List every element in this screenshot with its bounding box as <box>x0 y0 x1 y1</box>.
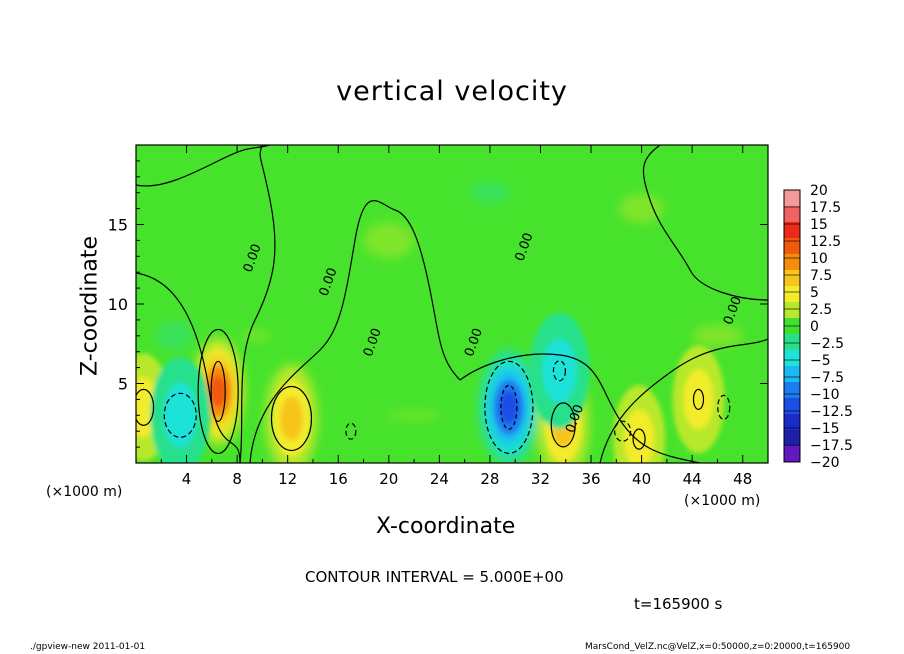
contour-interval: CONTOUR INTERVAL = 5.000E+00 <box>305 568 564 586</box>
colorbar-label: 12.5 <box>810 234 841 250</box>
contour-line-positive <box>197 328 239 455</box>
updraft-core <box>624 409 655 463</box>
colorbar-label: −7.5 <box>810 370 844 386</box>
field-region <box>619 193 664 224</box>
y-tick-label: 15 <box>108 216 128 235</box>
x-tick-label: 12 <box>278 470 297 488</box>
contour-line <box>249 200 461 463</box>
x-axis: 4 8 12 16 20 24 28 32 36 40 44 48 <box>160 145 752 488</box>
colorbar-swatch <box>784 414 800 431</box>
contour-line-positive <box>550 402 576 448</box>
footer-command: ./gpview-new 2011-01-01 <box>30 642 146 652</box>
colorbar-label: 7.5 <box>810 268 832 284</box>
contour-line <box>136 145 271 187</box>
y-axis-label: Z-coordinate <box>77 236 103 376</box>
x-tick-label: 16 <box>329 470 348 488</box>
colorbar-label: −2.5 <box>810 336 844 352</box>
colorbar-label: 2.5 <box>810 302 832 318</box>
x-tick-label: 24 <box>430 470 449 488</box>
x-tick-label: 44 <box>683 470 702 488</box>
x-tick-label: 4 <box>182 470 192 488</box>
colorbar-label: 15 <box>810 217 828 233</box>
colorbar-swatch <box>784 222 800 239</box>
contour-line-positive <box>692 388 705 410</box>
x-axis-unit: (×1000 m) <box>684 493 761 509</box>
y-axis-unit: (×1000 m) <box>46 484 123 500</box>
x-tick-label: 40 <box>632 470 651 488</box>
contour-line-negative <box>484 360 534 454</box>
field-region <box>692 324 743 347</box>
contour-line <box>459 353 701 463</box>
x-tick-label: 28 <box>480 470 499 488</box>
colorbar-swatch <box>784 206 800 223</box>
contour-line <box>599 335 768 463</box>
updraft-core <box>280 396 303 441</box>
colorbar-swatch <box>784 302 800 319</box>
field-region <box>469 181 510 204</box>
colorbar-swatch <box>784 334 800 351</box>
x-tick-label: 32 <box>531 470 550 488</box>
colorbar-swatch <box>784 190 800 207</box>
contour-line-negative <box>614 420 632 442</box>
colorbar-swatch <box>784 286 800 303</box>
time-label: t=165900 s <box>634 595 723 613</box>
downdraft-core <box>163 383 198 448</box>
contour-line-negative <box>163 392 197 438</box>
downdraft-core <box>542 338 577 403</box>
colorbar-swatch <box>784 430 800 447</box>
colorbar-swatch <box>784 446 800 463</box>
field-region <box>363 222 414 259</box>
field-region <box>386 412 443 419</box>
y-tick-label: 5 <box>118 375 128 394</box>
x-tick-label: 36 <box>581 470 600 488</box>
contour-line-positive <box>632 428 646 450</box>
colorbar-label: −20 <box>810 455 840 471</box>
updraft-core <box>683 369 714 430</box>
field-region <box>240 331 273 340</box>
chart-title: vertical velocity <box>336 76 568 107</box>
colorbar-label: 5 <box>810 285 819 301</box>
x-tick-label: 8 <box>232 470 242 488</box>
x-axis-label: X-coordinate <box>376 514 516 539</box>
colorbar-swatch <box>784 270 800 287</box>
colorbar-label: −12.5 <box>810 404 853 420</box>
colorbar-swatch <box>784 350 800 367</box>
contour-line-positive <box>136 388 155 426</box>
colorbar-swatch <box>784 254 800 271</box>
contour-line-positive <box>210 360 226 423</box>
downdraft-core <box>499 390 519 424</box>
contour-line-negative <box>717 394 731 420</box>
colorbar-swatch <box>784 382 800 399</box>
colorbar-label: −15 <box>810 421 840 437</box>
colorbar-label: −5 <box>810 353 831 369</box>
updraft-core <box>209 375 227 408</box>
x-tick-label: 20 <box>379 470 398 488</box>
colorbar: 2017.51512.5107.552.50−2.5−5−7.5−10−12.5… <box>783 183 853 471</box>
colorbar-label: −17.5 <box>810 438 853 454</box>
contour-line-negative <box>552 360 567 382</box>
contour-line-positive <box>270 385 313 452</box>
footer-source: MarsCond_VelZ.nc@VelZ,x=0:50000,z=0:2000… <box>585 642 851 652</box>
contour-line-negative <box>500 384 518 430</box>
colorbar-label: −10 <box>810 387 840 403</box>
x-tick-label: 48 <box>733 470 752 488</box>
y-axis: 5 10 15 <box>108 160 768 448</box>
contour-line <box>136 272 241 463</box>
colorbar-label: 17.5 <box>810 200 841 216</box>
colorbar-swatch <box>784 238 800 255</box>
colorbar-label: 10 <box>810 251 828 267</box>
contour-line <box>239 145 276 463</box>
colorbar-swatch <box>784 366 800 383</box>
colorbar-swatch <box>784 398 800 415</box>
field-region <box>155 320 192 351</box>
colorbar-label: 0 <box>810 319 819 335</box>
contour-line-negative <box>345 422 357 440</box>
contour-line <box>642 145 768 301</box>
y-tick-label: 10 <box>108 295 128 314</box>
colorbar-label: 20 <box>810 183 828 199</box>
